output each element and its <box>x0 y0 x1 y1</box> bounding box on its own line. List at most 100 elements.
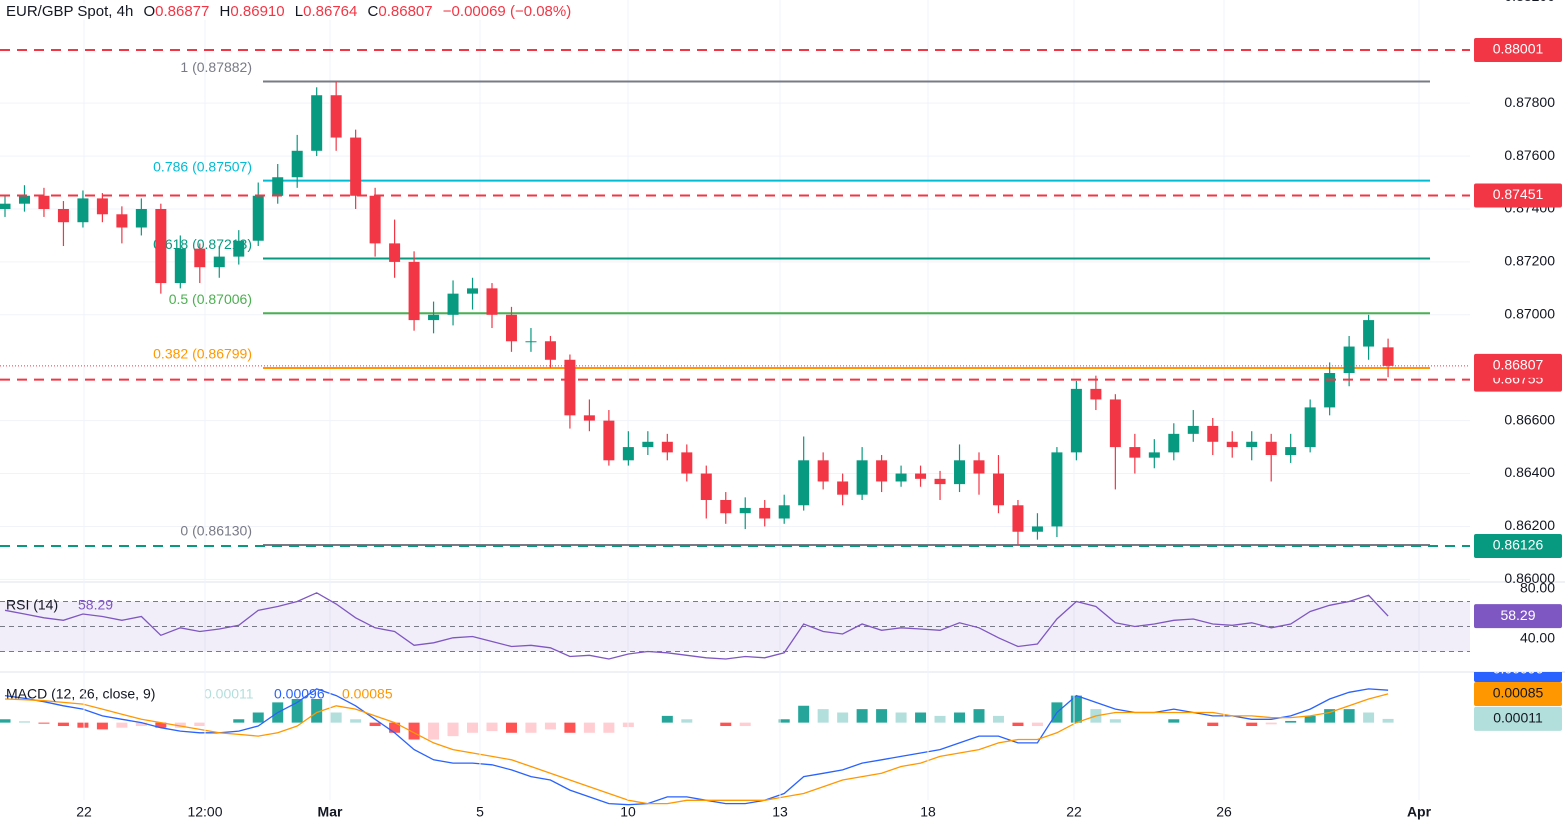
histogram-bar <box>330 712 342 723</box>
histogram-bar <box>1382 718 1394 723</box>
histogram-bar <box>798 705 810 723</box>
histogram-bar <box>350 719 362 723</box>
ohlc-value: 0.86807 <box>378 3 433 20</box>
level-label: 0.88001 <box>1493 41 1544 57</box>
candle-body <box>213 256 225 268</box>
histogram-bar <box>1343 709 1355 723</box>
histogram-bar <box>1207 722 1219 727</box>
candle-body <box>57 208 69 223</box>
candle-body <box>564 359 576 416</box>
candle-body <box>720 499 732 514</box>
candle-body <box>447 293 459 315</box>
level-label-box <box>1474 37 1562 62</box>
histogram-bar <box>954 712 966 723</box>
histogram-bar <box>564 722 576 733</box>
candle-body <box>876 460 888 482</box>
x-tick-label: 26 <box>1216 804 1232 820</box>
histogram-bar <box>116 722 128 728</box>
candle-body <box>934 478 946 485</box>
histogram-bar <box>544 722 556 730</box>
histogram-bar <box>467 722 479 733</box>
x-tick-label: 5 <box>476 804 484 820</box>
candle-body <box>1012 505 1024 532</box>
level-label: 0.87451 <box>1493 186 1544 202</box>
candle-body <box>954 460 966 485</box>
histogram-bar <box>1168 719 1180 723</box>
candle-body <box>681 452 693 474</box>
y-tick-label: 0.87800 <box>1504 94 1555 110</box>
histogram-bar <box>389 722 401 733</box>
histogram-bar <box>311 699 323 723</box>
candle-body <box>0 203 11 209</box>
symbol: EUR/GBP Spot, 4h <box>6 3 134 20</box>
macd-value-label-box <box>1474 672 1562 682</box>
y-tick-label: 0.87600 <box>1504 147 1555 163</box>
candle-body <box>18 195 30 204</box>
candle-body <box>330 95 342 138</box>
last-price-label-box <box>1474 353 1562 378</box>
x-tick-label: 10 <box>620 804 636 820</box>
histogram-bar <box>194 722 206 727</box>
x-tick-label: 13 <box>772 804 788 820</box>
histogram-bar <box>1246 722 1258 727</box>
candle-body <box>467 288 479 294</box>
histogram-bar <box>18 721 30 723</box>
histogram-bar <box>895 712 907 723</box>
ohlc-value: 0.86910 <box>230 3 285 20</box>
histogram-bar <box>1285 720 1297 723</box>
candle-body <box>350 137 362 196</box>
candle-body <box>798 460 810 506</box>
candle-body <box>1285 447 1297 456</box>
candle-body <box>661 441 673 453</box>
candle-body <box>739 507 751 514</box>
level-label-box <box>1474 183 1562 208</box>
fib-label: 0.5 (0.87006) <box>169 291 252 307</box>
x-tick-label: 22 <box>76 804 92 820</box>
candle-body <box>1324 373 1336 408</box>
histogram-bar <box>408 722 420 740</box>
histogram-value-label: 0.00011 <box>1493 710 1543 726</box>
candle-body <box>759 507 771 519</box>
fib-label: 1 (0.87882) <box>180 59 252 75</box>
fib-label: 0.382 (0.86799) <box>153 346 252 362</box>
y-tick-label: 80.00 <box>1520 580 1555 596</box>
candle-body <box>1187 425 1199 434</box>
x-tick-label: Apr <box>1407 804 1432 820</box>
candle-body <box>603 420 615 461</box>
ohlc-key: C <box>367 3 379 20</box>
histogram-bar <box>603 722 615 733</box>
macd-pane: MACD (12, 26, close, 9) 0.00011 0.00096 0.0… <box>0 672 1562 806</box>
rsi-value-label-box <box>1474 604 1562 629</box>
histogram-bar <box>915 712 927 723</box>
fib-label: 0.786 (0.87507) <box>153 158 252 174</box>
candle-body <box>583 415 595 421</box>
candle-body <box>1051 452 1063 527</box>
candle-body <box>1168 433 1180 453</box>
signal-value: 0.00085 <box>342 686 393 702</box>
rsi-line <box>4 592 1389 660</box>
candle-body <box>1090 388 1102 400</box>
histogram-bar <box>1031 722 1043 727</box>
y-tick-label: 0.88200 <box>1504 0 1555 4</box>
histogram-bar <box>934 715 946 723</box>
histogram-bar <box>0 719 11 723</box>
histogram-bar <box>155 722 167 728</box>
histogram-bar <box>1265 722 1277 725</box>
ohlc-key: H <box>219 3 231 20</box>
candle-body <box>817 460 829 482</box>
candle-body <box>1343 346 1355 374</box>
histogram-value-label-box <box>1474 706 1562 731</box>
histogram-bar <box>252 712 264 723</box>
level-label: 0.86126 <box>1493 537 1544 553</box>
histogram-bar <box>739 722 751 727</box>
candle-body <box>291 150 303 178</box>
candle-body <box>1129 447 1141 458</box>
change: −0.00069 (−0.08%) <box>442 3 572 20</box>
y-tick-label: 0.86000 <box>1504 570 1555 586</box>
candle-body <box>1246 441 1258 448</box>
histogram-bar <box>96 722 108 730</box>
ohlc-value: 0.86764 <box>303 3 358 20</box>
histogram-bar <box>817 709 829 723</box>
